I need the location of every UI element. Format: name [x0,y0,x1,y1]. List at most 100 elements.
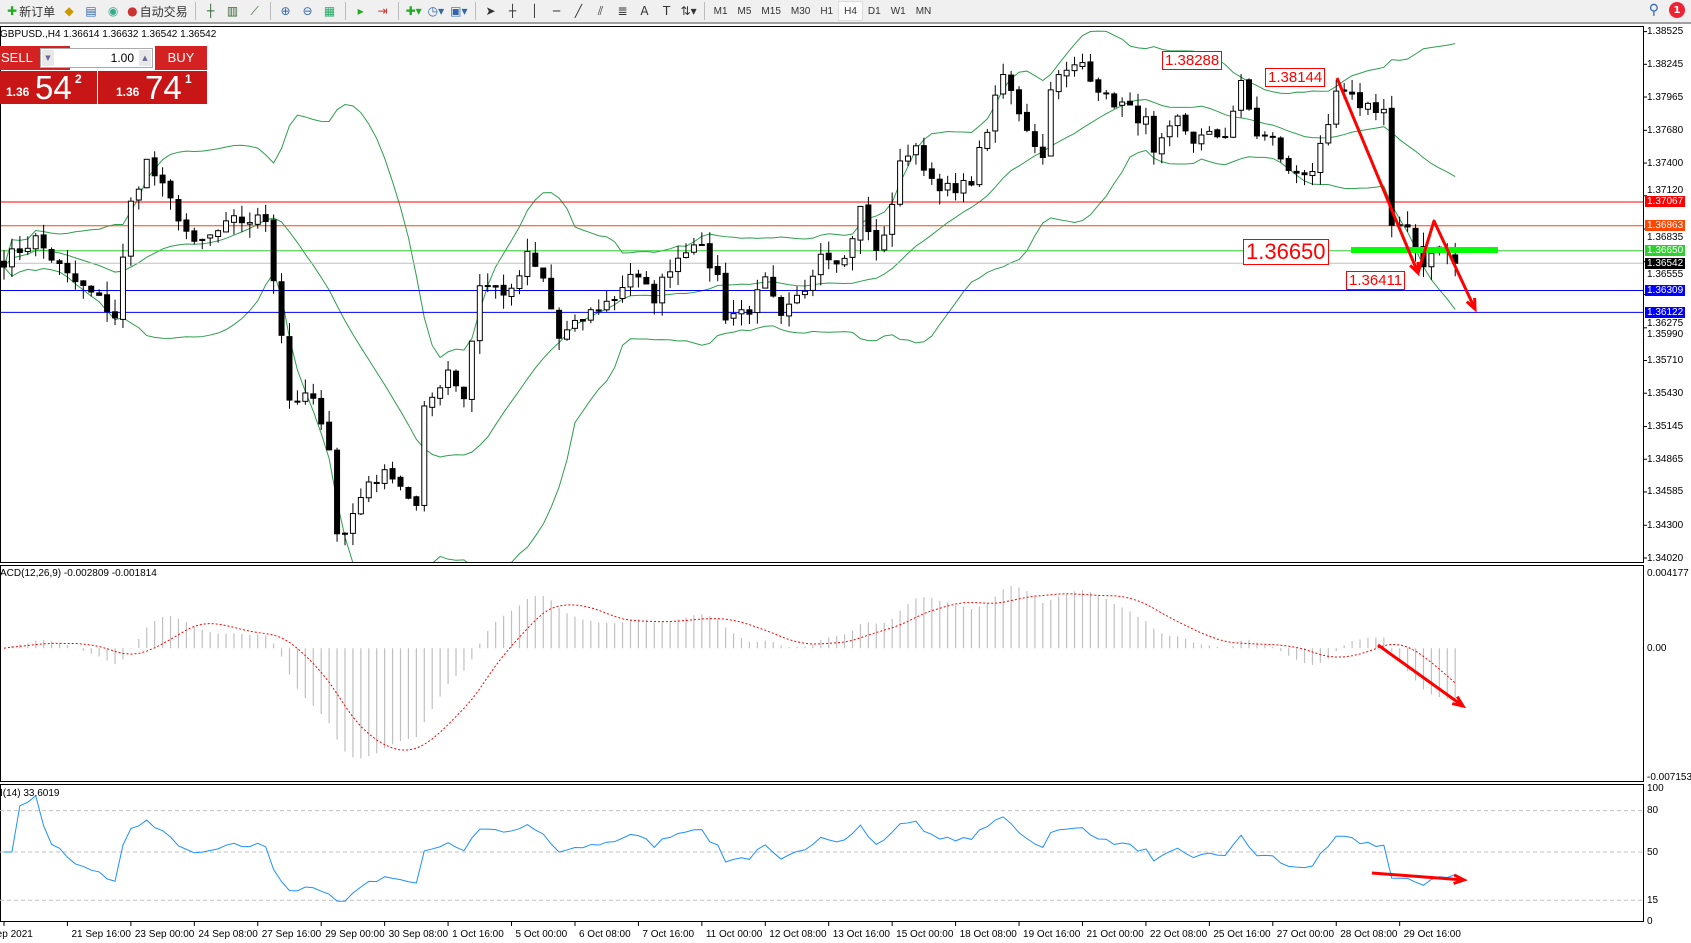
candle-body [1253,107,1260,137]
candle-body [1119,101,1126,106]
candle-body [159,174,166,184]
timeframe-m15[interactable]: M15 [761,5,781,17]
indicators-button[interactable]: ✚▾ [403,1,425,21]
candle-body [40,234,47,249]
timeframe-mn[interactable]: MN [915,5,932,17]
candle-body [857,205,864,241]
candle-chart-button[interactable]: ▥ [222,1,244,21]
zoom-out-button[interactable]: ⊖ [297,1,319,21]
candle [587,307,594,324]
price-label-high[interactable]: 1.38288 [1162,51,1223,70]
candle [1317,135,1324,185]
horizontal-line-button[interactable]: ─ [546,1,568,21]
candle-body [635,273,642,278]
candle-body [1055,74,1062,93]
periods-button[interactable]: ◷▾ [425,1,448,21]
zoom-in-button[interactable]: ⊕ [275,1,297,21]
candle [48,247,55,263]
auto-scroll-button[interactable]: ▸ [350,1,372,21]
candle [849,235,856,271]
timeframe-d1[interactable]: D1 [867,5,881,17]
candle [365,475,372,503]
bollinger-lower [3,149,1456,562]
templates-button[interactable]: ▣▾ [447,1,470,21]
timeframe-m5[interactable]: M5 [737,5,752,17]
market-watch-button[interactable]: ◆ [58,1,80,21]
buy-button[interactable]: BUY [155,46,207,70]
timeframe-h1[interactable]: H1 [820,5,834,17]
candle-body [508,287,515,298]
price-line-label: 1.36309 [1645,285,1686,297]
fibonacci-button[interactable]: ≣ [612,1,634,21]
candle-body [667,271,674,278]
candle-body [72,273,79,283]
decrease-lot-icon[interactable]: ▼ [42,50,54,66]
price-label-low[interactable]: 1.36411 [1346,271,1406,290]
signals-button[interactable]: ◉ [102,1,124,21]
time-label: 27 Oct 00:00 [1276,929,1335,940]
price-label-support[interactable]: 1.36650 [1243,239,1329,265]
candle-body [968,181,975,186]
search-icon[interactable]: ⚲ [1648,2,1659,18]
sell-price[interactable]: 1.36 54 2 [0,69,97,106]
candle-body [215,230,222,238]
time-label: 25 Oct 16:00 [1213,929,1271,940]
macd-tick: 0.00 [1647,642,1667,654]
price-label-lower-high[interactable]: 1.38144 [1265,68,1326,87]
bar-chart-button[interactable]: ┼ [200,1,222,21]
chart-shift-button[interactable]: ⇥ [372,1,394,21]
text-button[interactable]: A [634,1,656,21]
candle [199,238,206,250]
candle [1269,132,1276,146]
candle [1428,252,1435,280]
candle [1198,128,1205,151]
candle [984,128,991,152]
vertical-line-button[interactable]: │ [524,1,546,21]
candle [230,209,237,235]
timeframe-m1[interactable]: M1 [713,5,728,17]
candle [500,274,507,309]
new-order-button[interactable]: ✚ 新订单 [7,4,56,19]
rsi-tick: 100 [1647,782,1664,794]
candle-body [278,281,285,336]
candle-body [1174,115,1181,127]
candle-body [873,230,880,251]
price-tick: 1.37400 [1647,157,1684,169]
candle [1246,78,1253,111]
candle-body [56,260,63,265]
crosshair-button[interactable]: ┼ [502,1,524,21]
zoom-in-icon: ⊕ [280,4,291,18]
notification-badge[interactable]: 1 [1669,2,1685,18]
buy-price-fraction: 1 [185,72,192,86]
tile-windows-button[interactable]: ▦ [319,1,341,21]
candle-body [246,222,253,225]
buy-price[interactable]: 1.36 74 1 [98,69,207,106]
candle [460,386,467,408]
candle [873,219,880,261]
terminal-button[interactable]: ▤ [80,1,102,21]
candle [611,296,618,311]
arrows-button[interactable]: ⇅▾ [678,1,700,21]
macd-tick: 0.004177 [1647,567,1689,579]
candle [1,250,7,280]
sell-price-fraction: 2 [75,72,82,86]
candle-body [349,513,356,534]
candle-body [619,287,626,299]
text-label-button[interactable]: T [656,1,678,21]
lot-size-field[interactable]: ▼ 1.00 ▲ [40,48,153,68]
trendline-button[interactable]: ╱ [568,1,590,21]
candle [675,246,682,285]
chart-canvas[interactable] [0,26,1691,943]
auto-trading-button[interactable]: ● 自动交易 [127,4,188,19]
cursor-button[interactable]: ➤ [480,1,502,21]
equidistant-channel-button[interactable]: ⫽ [590,1,612,21]
line-chart-button[interactable]: ⟋ [244,1,266,21]
candle-body [1222,136,1229,139]
increase-lot-icon[interactable]: ▲ [139,50,151,66]
timeframe-w1[interactable]: W1 [890,5,906,17]
candle-body [1325,124,1332,144]
timeframe-m30[interactable]: M30 [790,5,811,17]
timeframe-h4[interactable]: H4 [838,1,863,21]
candle [643,271,650,285]
candle [1095,77,1102,102]
